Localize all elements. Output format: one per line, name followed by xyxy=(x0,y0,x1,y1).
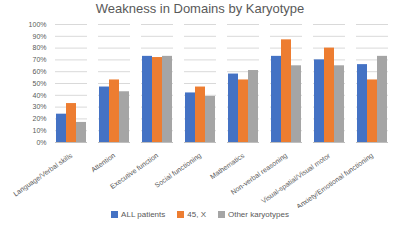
svg-text:80%: 80% xyxy=(32,44,46,51)
svg-text:90%: 90% xyxy=(32,33,46,40)
html-text:ALL patients: ALL patients xyxy=(121,210,166,219)
svg-text:Attention: Attention xyxy=(90,152,117,174)
svg-text:Visual-spatial/Visual motor: Visual-spatial/Visual motor xyxy=(260,151,332,205)
svg-text:60%: 60% xyxy=(32,68,46,75)
html-text:Weakness in Domains by Karyoty: Weakness in Domains by Karyotype xyxy=(95,1,305,16)
svg-text:Social functioning: Social functioning xyxy=(153,152,203,190)
svg-text:10%: 10% xyxy=(32,127,46,134)
svg-text:Anxiety/Emotional functioning: Anxiety/Emotional functioning xyxy=(295,152,375,208)
svg-text:30%: 30% xyxy=(32,103,46,110)
svg-text:100%: 100% xyxy=(29,21,47,28)
svg-text:Language/Verbal skills: Language/Verbal skills xyxy=(12,151,74,198)
svg-text:20%: 20% xyxy=(32,115,46,122)
html-text:45, X: 45, X xyxy=(187,210,206,219)
svg-text:50%: 50% xyxy=(32,80,46,87)
svg-text:70%: 70% xyxy=(32,56,46,63)
svg-text:Non-verbal reasoning: Non-verbal reasoning xyxy=(229,151,289,196)
svg-text:40%: 40% xyxy=(32,92,46,99)
svg-text:Mathematics: Mathematics xyxy=(209,151,246,180)
svg-text:Executive function: Executive function xyxy=(109,152,160,190)
html-text:Other karyotypes: Other karyotypes xyxy=(228,210,289,219)
svg-text:0%: 0% xyxy=(36,139,46,146)
